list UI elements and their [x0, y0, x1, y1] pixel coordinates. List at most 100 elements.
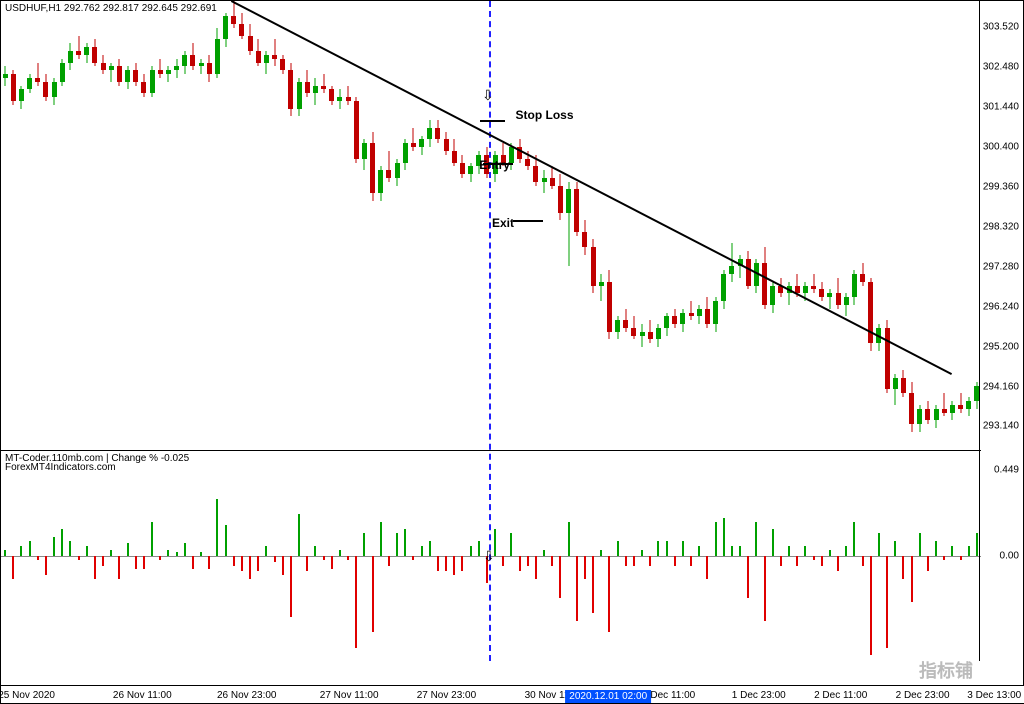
candle — [876, 1, 881, 451]
indicator-bar — [110, 550, 112, 556]
candle — [885, 1, 890, 451]
y-axis-main: 303.520302.480301.440300.400299.360298.3… — [979, 1, 1023, 451]
indicator-bar — [821, 556, 823, 566]
indicator-bar — [584, 556, 586, 579]
candle — [721, 1, 726, 451]
indicator-bar — [747, 556, 749, 598]
candle — [533, 1, 538, 451]
indicator-bar — [478, 541, 480, 556]
indicator-bar — [764, 556, 766, 621]
indicator-bar — [935, 541, 937, 556]
indicator-bar — [919, 533, 921, 556]
indicator-bar — [568, 522, 570, 556]
indicator-bar — [200, 552, 202, 556]
indicator-bar — [780, 556, 782, 566]
candle — [860, 1, 865, 451]
candle — [942, 1, 947, 451]
indicator-bar — [502, 556, 504, 566]
candle — [207, 1, 212, 451]
indicator-bar — [20, 546, 22, 556]
indicator-bar — [208, 556, 210, 569]
annotation-label: Exit — [492, 216, 514, 230]
candle — [386, 1, 391, 451]
candle — [133, 1, 138, 451]
indicator-bar — [118, 556, 120, 579]
indicator-bar — [690, 556, 692, 566]
indicator-bar — [641, 550, 643, 556]
indicator-bar — [968, 546, 970, 556]
indicator-title: MT-Coder.110mb.com | Change % -0.025 — [5, 453, 189, 464]
indicator-bar — [396, 533, 398, 556]
x-axis-highlight: 2020.12.01 02:00 — [565, 690, 651, 703]
candle — [248, 1, 253, 451]
indicator-bar — [412, 556, 414, 560]
candle — [819, 1, 824, 451]
indicator-bar — [870, 556, 872, 655]
candle — [950, 1, 955, 451]
candle — [664, 1, 669, 451]
indicator-bar — [363, 533, 365, 556]
indicator-bar — [633, 556, 635, 566]
candle — [68, 1, 73, 451]
candle — [770, 1, 775, 451]
x-tick-label: 1 Dec 23:00 — [732, 690, 786, 701]
candle — [444, 1, 449, 451]
y-tick-label: 299.360 — [983, 182, 1019, 193]
indicator-bar — [551, 556, 553, 566]
candle — [166, 1, 171, 451]
y-tick-label: 293.140 — [983, 421, 1019, 432]
indicator-bar — [45, 556, 47, 575]
indicator-bar — [37, 556, 39, 560]
indicator-bar — [731, 546, 733, 556]
candle — [370, 1, 375, 451]
indicator-bar — [306, 556, 308, 571]
candle — [705, 1, 710, 451]
candle — [591, 1, 596, 451]
candle — [754, 1, 759, 451]
candle — [378, 1, 383, 451]
candle — [615, 1, 620, 451]
indicator-bar — [429, 541, 431, 556]
indicator-bar — [347, 556, 349, 560]
indicator-bar — [796, 556, 798, 566]
candle — [868, 1, 873, 451]
x-tick-label: 27 Nov 11:00 — [320, 690, 379, 701]
arrow-down-icon: ⇩ — [482, 87, 494, 104]
candle — [35, 1, 40, 451]
candle — [452, 1, 457, 451]
candle — [411, 1, 416, 451]
candle — [231, 1, 236, 451]
indicator-bar — [355, 556, 357, 648]
candle — [141, 1, 146, 451]
candle — [84, 1, 89, 451]
indicator-bar — [894, 541, 896, 556]
candle — [558, 1, 563, 451]
candle — [174, 1, 179, 451]
indicator-bar — [788, 546, 790, 556]
indicator-bar — [960, 556, 962, 560]
x-axis: 25 Nov 202026 Nov 11:0026 Nov 23:0027 No… — [1, 685, 1024, 703]
indicator-bar — [837, 556, 839, 571]
candle — [697, 1, 702, 451]
candle — [52, 1, 57, 451]
candle — [256, 1, 261, 451]
symbol-title: USDHUF,H1 292.762 292.817 292.645 292.69… — [5, 3, 217, 14]
candle — [640, 1, 645, 451]
candle — [542, 1, 547, 451]
y-tick-label: 295.200 — [983, 342, 1019, 353]
candle — [354, 1, 359, 451]
indicator-bar — [739, 546, 741, 556]
indicator-bar — [176, 552, 178, 556]
x-tick-label: 26 Nov 11:00 — [113, 690, 172, 701]
indicator-bar — [886, 556, 888, 648]
candle — [468, 1, 473, 451]
indicator-bar — [470, 546, 472, 556]
candle — [3, 1, 8, 451]
candle — [280, 1, 285, 451]
candle — [680, 1, 685, 451]
indicator-bar — [421, 546, 423, 556]
indicator-bar — [339, 550, 341, 556]
y-tick-label: 0.00 — [1000, 551, 1019, 562]
candle — [934, 1, 939, 451]
candle — [321, 1, 326, 451]
